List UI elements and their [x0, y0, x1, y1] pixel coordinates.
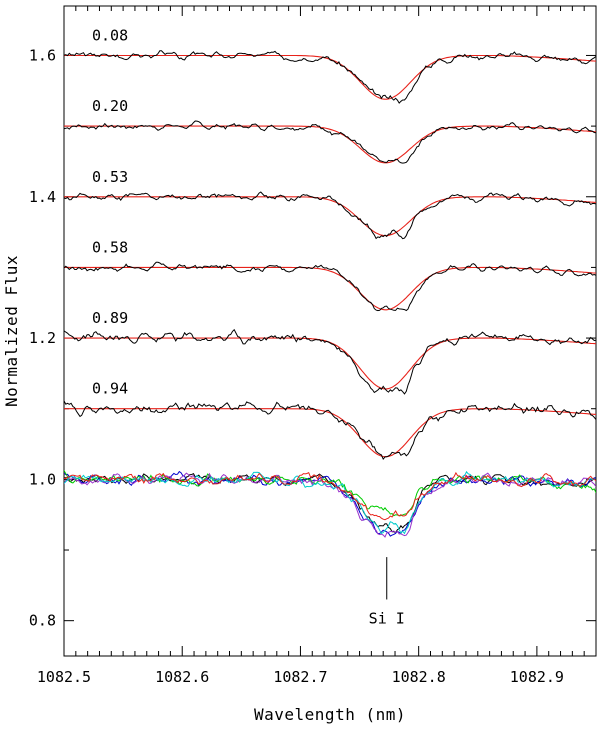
model-spectrum-3 [64, 266, 596, 311]
x-tick-label: 1082.9 [510, 668, 564, 686]
model-spectrum-1 [64, 125, 596, 164]
model-spectrum-4 [64, 337, 596, 390]
overlay-spectrum-3 [64, 472, 596, 538]
observed-spectrum-4 [64, 328, 596, 395]
phase-label: 0.08 [92, 26, 128, 44]
observed-spectrum-5 [64, 400, 596, 461]
x-tick-label: 1082.7 [273, 668, 327, 686]
overlay-spectrum-5 [64, 471, 596, 521]
model-spectrum-5 [64, 408, 596, 458]
model-spectrum-2 [64, 196, 596, 237]
y-axis-title: Normalized Flux [2, 255, 21, 407]
model-spectrum-0 [64, 54, 596, 100]
x-tick-label: 1082.8 [392, 668, 446, 686]
phase-labels: 0.08 0.20 0.53 0.58 0.89 0.94 [92, 26, 128, 397]
y-tick-label: 1.2 [29, 329, 56, 347]
observed-spectrum-1 [64, 120, 596, 164]
line-marker-label: Si I [369, 609, 405, 627]
phase-label: 0.58 [92, 238, 128, 256]
observed-spectrum-0 [64, 50, 596, 104]
observed-spectrum-2 [64, 191, 596, 240]
phase-label: 0.89 [92, 309, 128, 327]
overlay-spectrum-4 [64, 470, 596, 535]
axis-tick-labels: 1082.5 1082.6 1082.7 1082.8 1082.9 0.8 1.0 1.2 1… [29, 46, 564, 686]
phase-label: 0.20 [92, 97, 128, 115]
x-tick-label: 1082.5 [37, 668, 91, 686]
observed-spectrum-3 [64, 261, 596, 312]
y-tick-label: 1.0 [29, 470, 56, 488]
overlay-spectrum-2 [64, 470, 596, 517]
annotations: Si I [369, 557, 405, 627]
y-tick-label: 0.8 [29, 612, 56, 630]
axis-ticks [63, 6, 597, 656]
x-tick-label: 1082.6 [155, 668, 209, 686]
spectra-series [64, 50, 596, 538]
x-axis-title: Wavelength (nm) [254, 705, 406, 724]
phase-label: 0.94 [92, 380, 128, 398]
plot-frame [63, 5, 597, 657]
y-tick-label: 1.6 [29, 46, 56, 64]
phase-label: 0.53 [92, 168, 128, 186]
y-tick-label: 1.4 [29, 188, 56, 206]
